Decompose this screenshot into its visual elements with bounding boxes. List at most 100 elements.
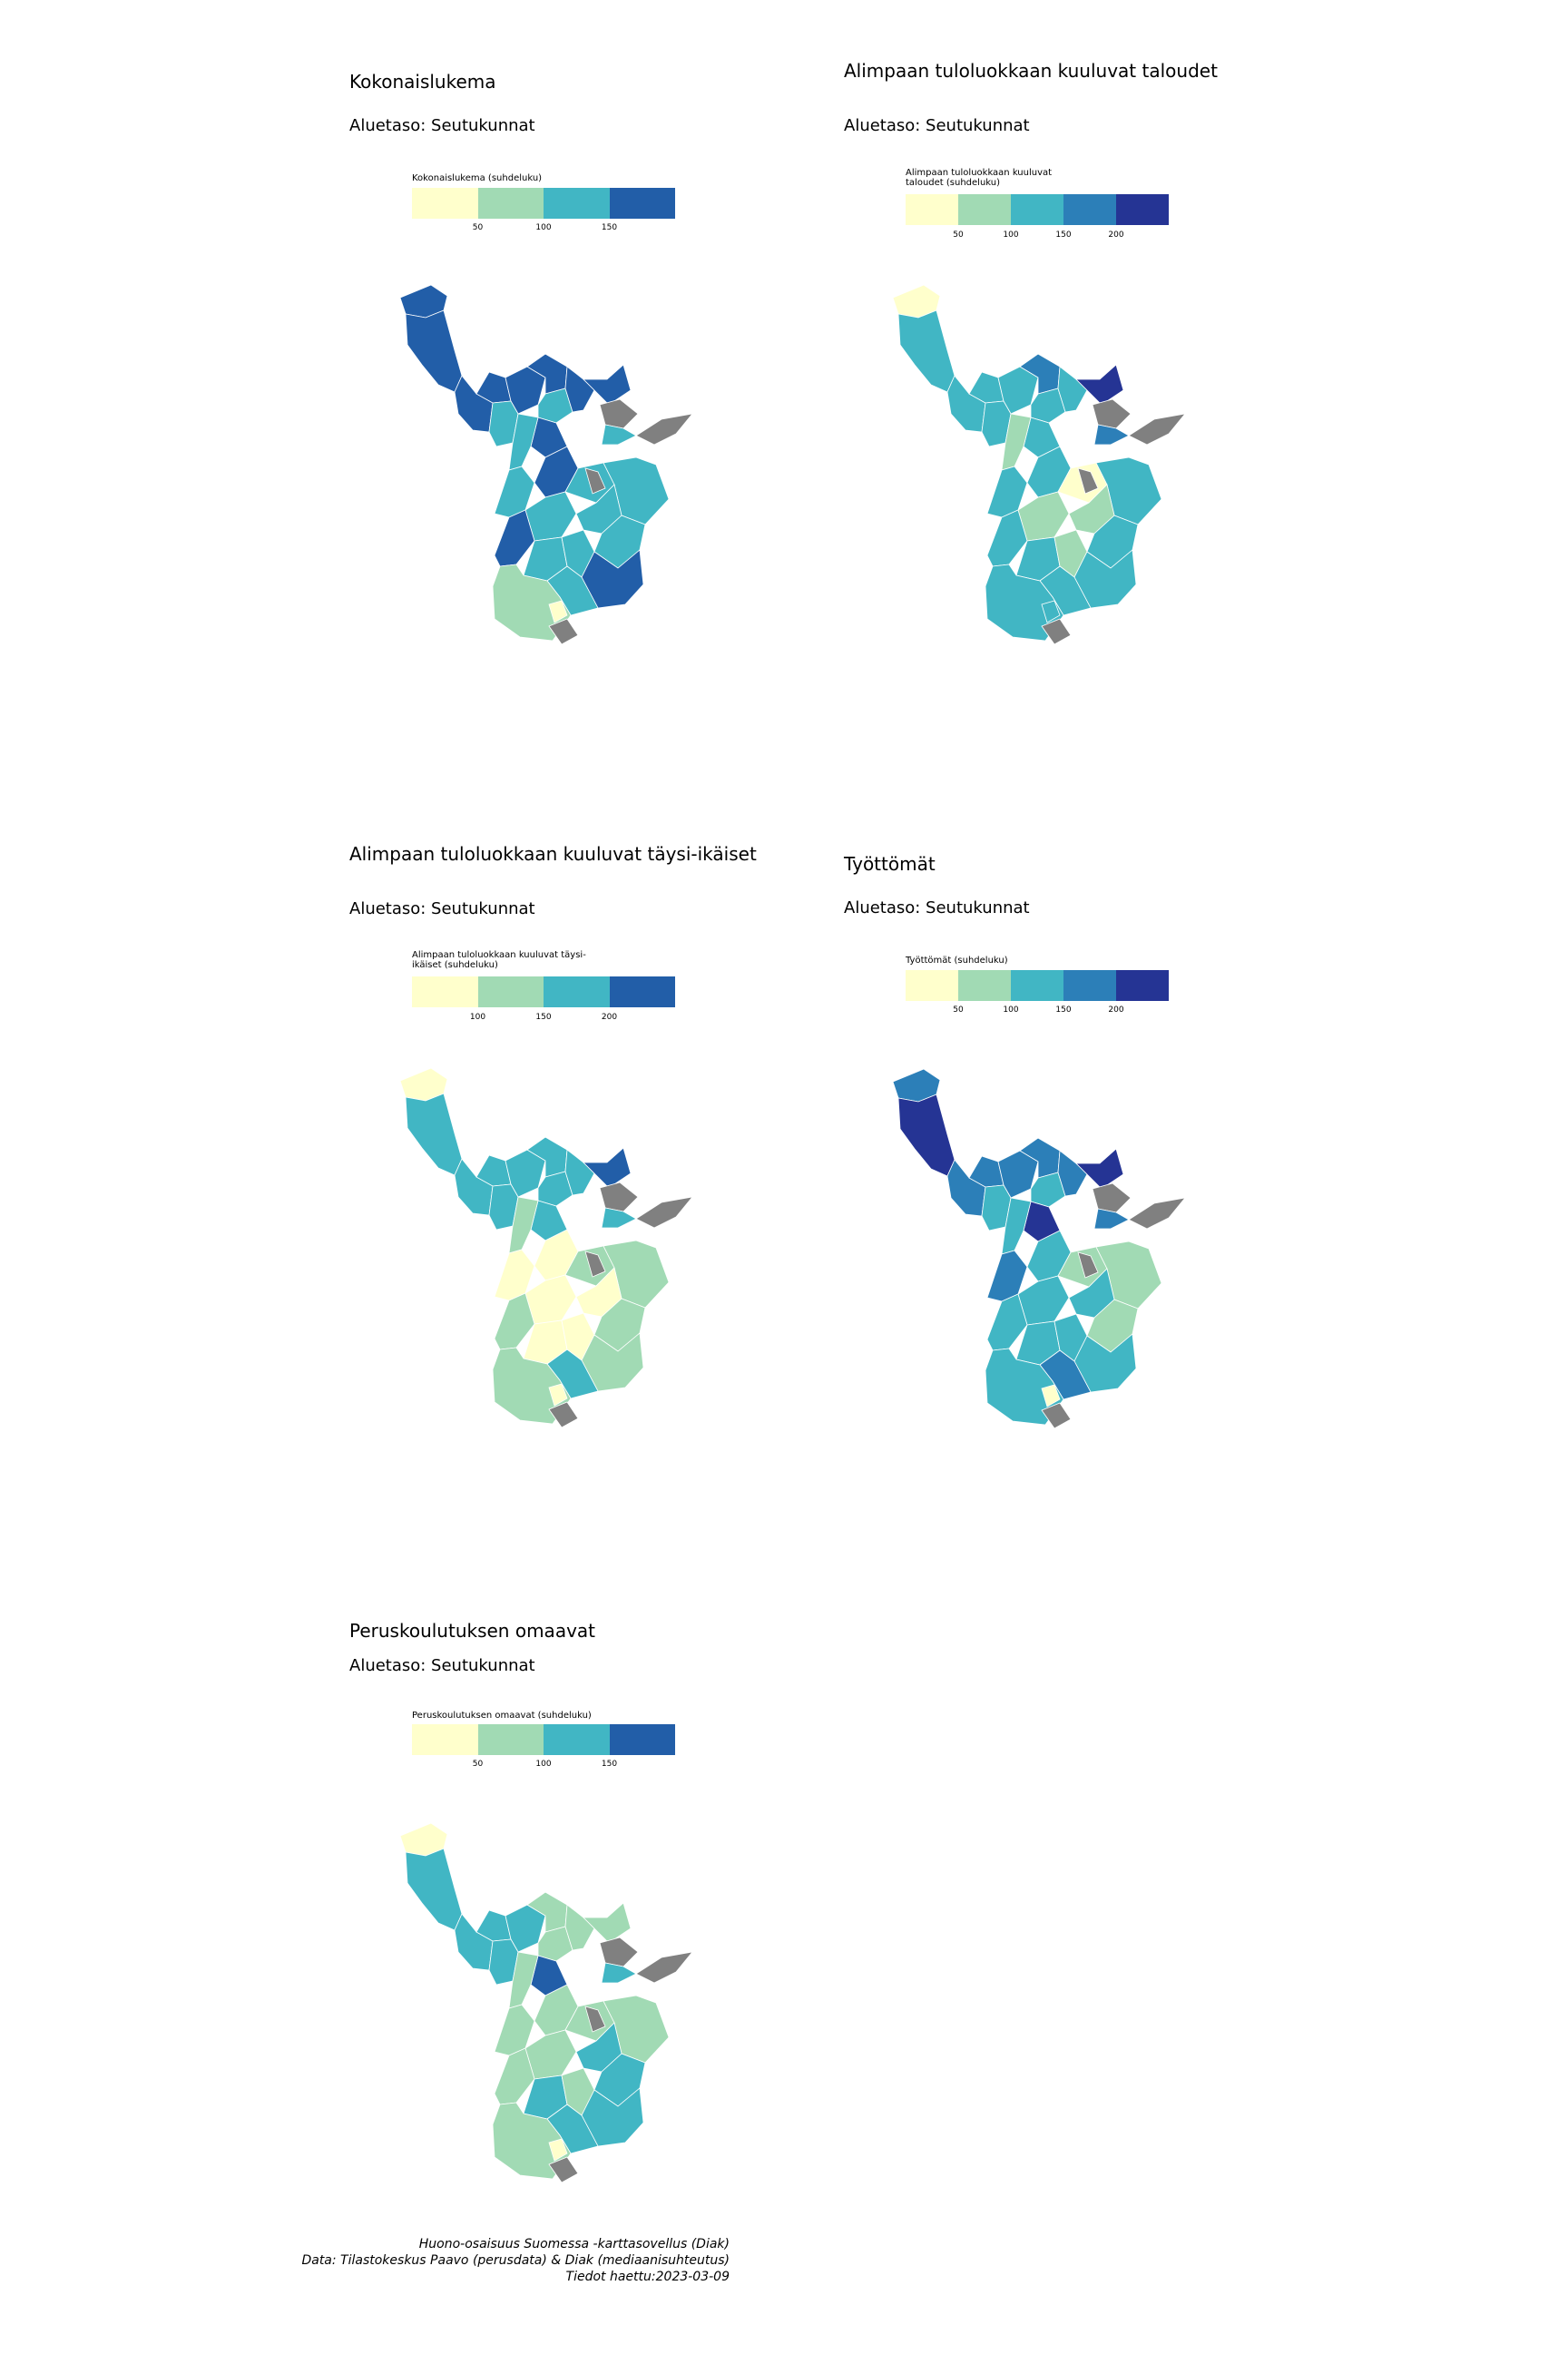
legend-title: Alimpaan tuloluokkaan kuuluvat taloudet … bbox=[906, 168, 1053, 188]
region bbox=[601, 1207, 637, 1229]
legend-title: Alimpaan tuloluokkaan kuuluvat täysi-ikä… bbox=[412, 950, 586, 970]
region bbox=[581, 549, 644, 609]
region bbox=[985, 564, 1064, 642]
region bbox=[601, 1962, 637, 1984]
panel-title: Työttömät bbox=[844, 853, 936, 875]
legend-swatch bbox=[477, 1724, 544, 1755]
panel-title: Kokonaislukema bbox=[349, 71, 496, 93]
region-no-data bbox=[1077, 467, 1099, 495]
legend-swatch bbox=[477, 976, 544, 1007]
region bbox=[1041, 600, 1061, 623]
region-no-data bbox=[584, 2006, 606, 2033]
region-no-data bbox=[548, 2156, 579, 2183]
panel-subtitle: Aluetaso: Seutukunnat bbox=[349, 1656, 535, 1675]
legend-swatch bbox=[1063, 970, 1116, 1001]
legend-swatch bbox=[544, 188, 610, 219]
region bbox=[583, 1147, 632, 1189]
region bbox=[405, 309, 463, 393]
legend-swatch bbox=[906, 970, 958, 1001]
caption-line: Huono-osaisuus Suomessa -karttasovellus … bbox=[418, 2237, 730, 2251]
legend-tick-label: 100 bbox=[469, 1013, 486, 1022]
legend-tick-label: 150 bbox=[535, 1013, 552, 1022]
region-no-data bbox=[599, 1182, 639, 1212]
legend-ticks: 50 100 150 200 bbox=[906, 231, 1169, 243]
region-no-data bbox=[1041, 1402, 1072, 1429]
map-panel-alimpaan-taysi-ikaiset: Alimpaan tuloluokkaan kuuluvat täysi-ikä… bbox=[349, 843, 839, 1587]
legend-tick-label: 100 bbox=[1003, 1005, 1019, 1015]
legend-swatch bbox=[958, 194, 1011, 225]
region-no-data bbox=[1092, 1182, 1132, 1213]
legend-swatch bbox=[412, 976, 478, 1007]
region bbox=[524, 2029, 577, 2080]
legend-colorbar bbox=[412, 1724, 675, 1755]
legend-swatch bbox=[906, 194, 958, 225]
region-no-data bbox=[1092, 398, 1132, 429]
panel-subtitle: Aluetaso: Seutukunnat bbox=[349, 899, 535, 918]
panel-subtitle: Aluetaso: Seutukunnat bbox=[844, 116, 1030, 135]
region-no-data bbox=[548, 1401, 579, 1428]
legend-tick-label: 150 bbox=[1055, 231, 1072, 240]
region bbox=[405, 1093, 463, 1176]
region bbox=[548, 600, 568, 623]
legend-tick-label: 50 bbox=[953, 1005, 964, 1015]
region-no-data bbox=[548, 618, 579, 645]
legend-ticks: 50 100 150 bbox=[412, 1760, 675, 1772]
region bbox=[1073, 549, 1137, 609]
legend-swatch bbox=[1063, 194, 1116, 225]
region bbox=[524, 1274, 577, 1325]
region-no-data bbox=[584, 1251, 606, 1278]
legend-ticks: 50 100 150 bbox=[412, 223, 675, 236]
legend-tick-label: 50 bbox=[472, 223, 484, 232]
region bbox=[897, 1094, 956, 1177]
region-no-data bbox=[584, 467, 606, 495]
region bbox=[581, 1332, 644, 1392]
legend-colorbar bbox=[412, 188, 675, 219]
legend-tick-label: 100 bbox=[535, 223, 552, 232]
legend-tick-label: 50 bbox=[472, 1760, 484, 1769]
map-panel-alimpaan-taloudet: Alimpaan tuloluokkaan kuuluvat taloudet … bbox=[844, 60, 1334, 804]
legend-tick-label: 150 bbox=[601, 223, 618, 232]
map-panel-peruskoulutuksen-omaavat: Peruskoulutuksen omaavat Aluetaso: Seutu… bbox=[349, 1620, 839, 2364]
region-map bbox=[399, 1822, 693, 2183]
region-map bbox=[892, 1068, 1186, 1429]
legend-swatch bbox=[412, 188, 478, 219]
legend-swatch bbox=[544, 1724, 610, 1755]
region-no-data bbox=[1128, 1197, 1186, 1230]
map-panel-tyottomat: Työttömät Aluetaso: Seutukunnat Työttömä… bbox=[844, 853, 1334, 1597]
panel-title: Alimpaan tuloluokkaan kuuluvat taloudet bbox=[844, 60, 1218, 82]
legend-swatch bbox=[477, 188, 544, 219]
region-no-data bbox=[1077, 1251, 1099, 1279]
region-map bbox=[399, 1067, 693, 1428]
legend-colorbar bbox=[906, 194, 1169, 225]
region-no-data bbox=[1041, 618, 1072, 645]
legend-swatch bbox=[1011, 194, 1063, 225]
region bbox=[492, 564, 572, 642]
legend-swatch bbox=[609, 188, 675, 219]
region bbox=[1075, 364, 1124, 406]
legend-swatch bbox=[958, 970, 1011, 1001]
legend-title: Työttömät (suhdeluku) bbox=[906, 956, 1008, 966]
legend-ticks: 50 100 150 200 bbox=[906, 1005, 1169, 1018]
legend-title: Kokonaislukema (suhdeluku) bbox=[412, 173, 543, 183]
panel-subtitle: Aluetaso: Seutukunnat bbox=[844, 898, 1030, 917]
region bbox=[601, 424, 637, 446]
region-no-data bbox=[1128, 413, 1186, 446]
region bbox=[1017, 491, 1070, 542]
legend-swatch bbox=[1116, 970, 1169, 1001]
legend-colorbar bbox=[906, 970, 1169, 1001]
region-no-data bbox=[599, 1937, 639, 1967]
region-map bbox=[892, 284, 1186, 645]
region bbox=[581, 2087, 644, 2147]
source-caption: Huono-osaisuus Suomessa -karttasovellus … bbox=[94, 2236, 730, 2285]
legend-swatch bbox=[544, 976, 610, 1007]
legend-tick-label: 200 bbox=[601, 1013, 618, 1022]
legend-ticks: 100 150 200 bbox=[412, 1013, 675, 1025]
panel-subtitle: Aluetaso: Seutukunnat bbox=[349, 116, 535, 135]
region-map bbox=[399, 284, 693, 645]
region bbox=[1017, 1275, 1070, 1326]
region bbox=[1093, 424, 1130, 446]
panel-title: Peruskoulutuksen omaavat bbox=[349, 1620, 596, 1642]
region-no-data bbox=[635, 1196, 693, 1229]
legend-colorbar bbox=[412, 976, 675, 1007]
region bbox=[1093, 1208, 1130, 1230]
